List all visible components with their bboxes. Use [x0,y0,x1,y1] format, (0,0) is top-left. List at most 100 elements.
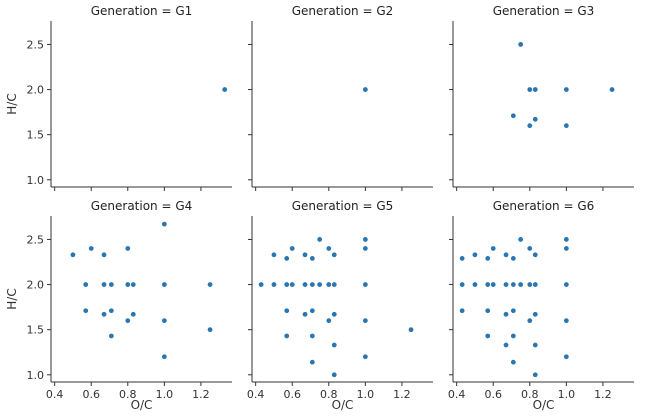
data-point [362,353,369,360]
data-point [221,86,228,93]
x-tick-label: 0.8 [521,388,539,401]
x-tick-label: 1.0 [357,388,375,401]
data-point [526,317,533,324]
data-point [490,245,497,252]
data-point [526,86,533,93]
data-point [161,221,168,228]
data-point [325,281,332,288]
data-point [101,311,108,318]
data-point [563,122,570,129]
panel-title: Generation = G5 [292,199,394,213]
data-point [503,311,510,318]
x-axis-label: O/C [533,398,555,412]
x-axis-label: O/C [131,398,153,412]
data-point [532,281,539,288]
data-point [331,371,338,378]
y-tick-label: 2.0 [27,279,45,292]
data-point [532,251,539,258]
data-point [362,317,369,324]
x-tick-label: 0.4 [46,388,64,401]
x-axis-label: O/C [332,398,354,412]
x-tick-label: 1.0 [558,388,576,401]
facet-panel-4: Generation = G4 1.0 1.5 2.0 2.5 0.4 0.6 0.8 1.0 1… [5,199,232,412]
data-point [362,281,369,288]
panel-title: Generation = G1 [91,4,193,18]
data-point [459,307,466,314]
data-point [471,281,478,288]
data-point [124,317,131,324]
x-tick-label: 0.4 [247,388,265,401]
panel-title: Generation = G2 [292,4,394,18]
y-tick-label: 2.5 [27,38,45,51]
data-point [289,281,296,288]
data-point [283,307,290,314]
data-point [517,236,524,243]
facet-panel-5: Generation = G5 0.4 0.6 0.8 1.0 1.2 O/C [247,199,433,412]
data-point [207,326,214,333]
y-tick-label: 2.0 [27,84,45,97]
x-tick-label: 0.6 [484,388,502,401]
data-point [101,251,108,258]
panel-title: Generation = G6 [493,199,595,213]
data-point [309,359,316,366]
data-point [302,281,309,288]
data-point [532,311,539,318]
data-point [316,236,323,243]
data-point [503,342,510,349]
x-tick-label: 0.8 [320,388,338,401]
data-point [108,307,115,314]
data-point [510,359,517,366]
y-tick-label: 1.5 [27,129,45,142]
data-point [408,326,415,333]
data-point [331,311,338,318]
data-point [510,281,517,288]
data-point [283,255,290,262]
data-point [510,112,517,119]
data-point [101,281,108,288]
data-point [302,251,309,258]
data-point [563,245,570,252]
data-point [503,251,510,258]
data-point [289,245,296,252]
data-point [563,353,570,360]
data-point [309,332,316,339]
data-point [503,281,510,288]
x-tick-label: 0.4 [448,388,466,401]
data-point [270,251,277,258]
data-point [325,317,332,324]
data-point [362,86,369,93]
data-point [563,236,570,243]
data-point [526,245,533,252]
data-point [484,255,491,262]
data-point [510,307,517,314]
data-point [517,281,524,288]
facet-panel-3: Generation = G3 [449,4,634,191]
data-point [316,281,323,288]
y-tick-label: 1.0 [27,369,45,382]
y-tick-label: 1.5 [27,324,45,337]
x-tick-label: 1.0 [156,388,174,401]
data-point [563,281,570,288]
data-point [532,86,539,93]
data-point [82,281,89,288]
x-tick-label: 0.6 [82,388,100,401]
data-point [302,311,309,318]
data-point [161,353,168,360]
data-point [130,281,137,288]
y-tick-label: 1.0 [27,174,45,187]
data-point [207,281,214,288]
data-point [88,245,95,252]
data-point [471,251,478,258]
data-point [331,342,338,349]
data-point [526,281,533,288]
facet-panel-1: Generation = G1 1.0 1.5 2.0 2.5 H/C [5,4,232,191]
data-point [484,332,491,339]
data-point [517,41,524,48]
x-tick-label: 1.2 [393,388,411,401]
panel-title: Generation = G3 [493,4,595,18]
data-point [283,332,290,339]
data-point [510,332,517,339]
data-point [309,307,316,314]
data-point [563,86,570,93]
